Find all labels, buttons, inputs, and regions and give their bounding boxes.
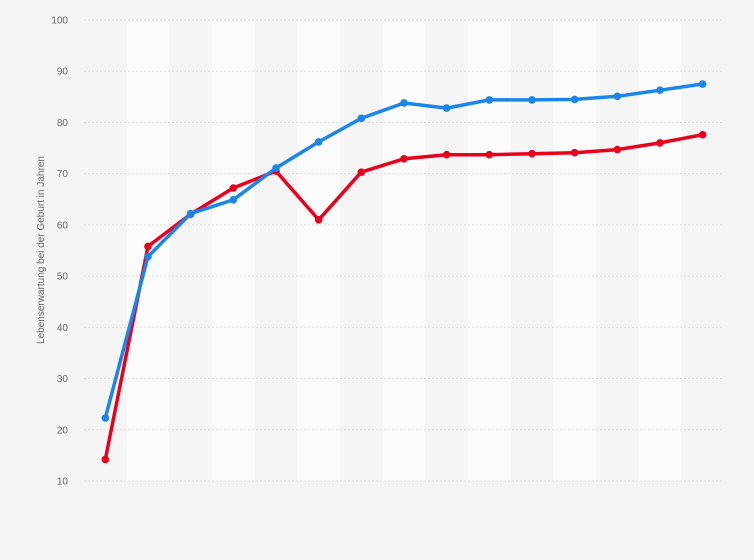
- data-point[interactable]: [400, 99, 408, 107]
- y-tick-label: 90: [57, 67, 69, 78]
- y-tick-label: 30: [57, 374, 69, 385]
- y-tick-label: 50: [57, 272, 69, 283]
- data-point[interactable]: [570, 95, 579, 104]
- data-point[interactable]: [357, 114, 366, 123]
- y-tick-label: 100: [51, 16, 68, 27]
- column-band: [553, 20, 596, 481]
- gridlines: [84, 19, 724, 482]
- data-point[interactable]: [400, 155, 408, 163]
- y-tick-label: 80: [57, 118, 69, 129]
- data-point[interactable]: [485, 150, 494, 159]
- data-point[interactable]: [144, 242, 152, 251]
- data-point[interactable]: [656, 139, 664, 147]
- data-point[interactable]: [186, 209, 195, 218]
- data-point[interactable]: [485, 96, 494, 104]
- column-band: [297, 20, 340, 481]
- series-layer: [101, 80, 707, 464]
- data-point[interactable]: [314, 215, 323, 224]
- column-band: [468, 20, 511, 481]
- y-tick-label: 40: [57, 323, 69, 334]
- data-point[interactable]: [656, 86, 664, 94]
- y-axis-title: Lebenserwartung bei der Geburt in Jahren: [36, 156, 47, 344]
- series-group: [101, 80, 707, 422]
- column-band: [638, 20, 682, 481]
- data-point[interactable]: [229, 195, 238, 204]
- column-band: [212, 20, 255, 481]
- column-band: [382, 20, 426, 481]
- data-point[interactable]: [698, 130, 707, 139]
- data-point[interactable]: [442, 150, 451, 159]
- data-point[interactable]: [314, 138, 323, 146]
- data-point[interactable]: [613, 145, 622, 154]
- data-point[interactable]: [101, 414, 110, 422]
- data-point[interactable]: [698, 80, 707, 88]
- data-point[interactable]: [613, 92, 622, 101]
- y-tick-label: 20: [57, 425, 69, 436]
- data-point[interactable]: [528, 149, 536, 158]
- data-point[interactable]: [442, 104, 451, 112]
- data-point[interactable]: [357, 168, 366, 176]
- data-point[interactable]: [528, 96, 536, 104]
- column-bands: [126, 20, 682, 481]
- data-point[interactable]: [101, 455, 110, 464]
- y-axis-tick-labels: 10 20 30 40 50 60 70 80 90 100: [51, 16, 68, 488]
- y-tick-label: 10: [57, 477, 69, 488]
- data-point[interactable]: [272, 164, 280, 172]
- data-point[interactable]: [570, 148, 579, 157]
- y-tick-label: 70: [57, 169, 69, 180]
- data-point[interactable]: [144, 252, 152, 261]
- data-point[interactable]: [229, 184, 238, 192]
- y-tick-label: 60: [57, 220, 69, 231]
